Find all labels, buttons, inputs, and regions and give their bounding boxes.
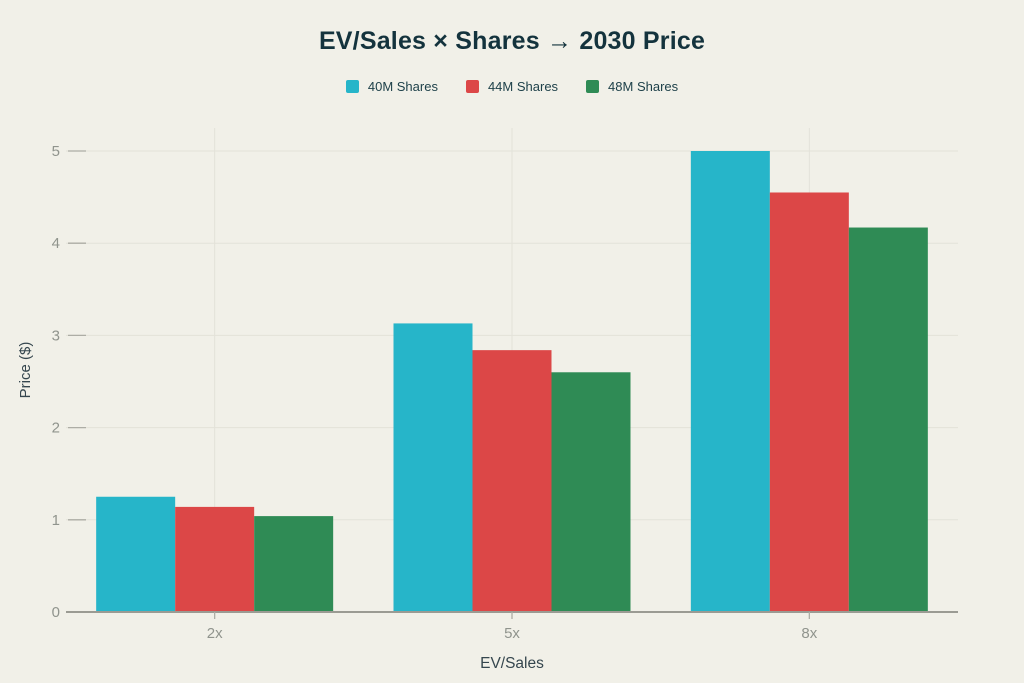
- y-tick-label: 1: [52, 512, 60, 529]
- legend-item-40m-shares: 40M Shares: [345, 79, 438, 94]
- y-tick-label: 0: [52, 604, 60, 621]
- legend-item-48m-shares: 48M Shares: [586, 79, 678, 94]
- bar-48m-shares-2x: [254, 516, 334, 612]
- legend-label: 40M Shares: [367, 79, 438, 94]
- x-tick-label: 2x: [207, 625, 223, 642]
- legend-swatch-icon: [345, 80, 359, 93]
- legend-swatch-icon: [465, 80, 479, 93]
- y-tick-label: 3: [52, 327, 60, 344]
- bar-44m-shares-8x: [769, 192, 849, 613]
- y-tick-label: 2: [52, 420, 60, 437]
- x-axis-title: EV/Sales: [480, 655, 544, 672]
- chart-title: EV/Sales × Shares → 2030 Price: [318, 27, 706, 55]
- bar-48m-shares-8x: [848, 227, 928, 612]
- y-tick-label: 4: [52, 235, 60, 252]
- y-axis-title: Price ($): [17, 342, 34, 399]
- x-tick-label: 5x: [504, 625, 520, 642]
- legend-label: 48M Shares: [608, 79, 679, 94]
- x-tick-label: 8x: [801, 625, 817, 642]
- legend: 40M Shares 44M Shares 48M Shares: [0, 79, 1024, 94]
- legend-swatch-icon: [586, 80, 600, 93]
- bar-40m-shares-5x: [393, 323, 473, 612]
- bar-44m-shares-5x: [472, 350, 552, 612]
- bar-40m-shares-2x: [96, 496, 176, 612]
- bar-44m-shares-2x: [175, 506, 255, 612]
- legend-label: 44M Shares: [487, 79, 559, 94]
- bar-48m-shares-5x: [551, 372, 631, 612]
- y-tick-label: 5: [52, 143, 60, 160]
- legend-item-44m-shares: 44M Shares: [465, 79, 559, 94]
- bar-40m-shares-8x: [690, 151, 770, 612]
